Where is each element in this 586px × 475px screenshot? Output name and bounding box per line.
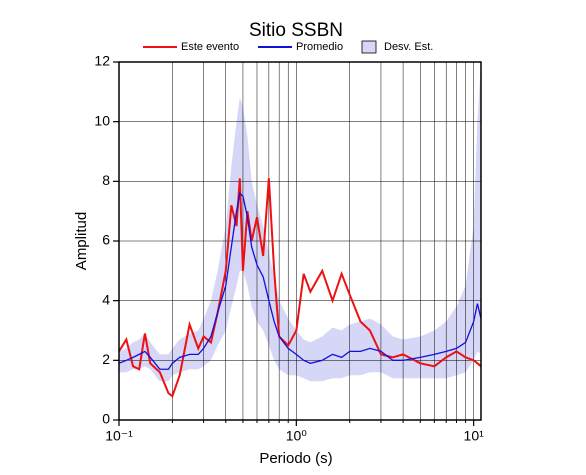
y-tick-label: 12 bbox=[94, 53, 110, 69]
legend-label: Este evento bbox=[181, 41, 239, 53]
y-tick-label: 4 bbox=[102, 291, 110, 307]
std-band bbox=[119, 62, 481, 382]
legend-label: Desv. Est. bbox=[384, 41, 433, 53]
series-line bbox=[118, 191, 482, 370]
y-tick-label: 2 bbox=[102, 351, 110, 367]
x-tick-label: 10⁰ bbox=[286, 428, 308, 444]
chart-title: Sitio SSBN bbox=[249, 20, 343, 41]
y-tick-label: 6 bbox=[102, 232, 110, 248]
legend-label: Promedio bbox=[296, 41, 343, 53]
series-line bbox=[118, 178, 482, 398]
x-axis-label: Periodo (s) bbox=[259, 450, 332, 467]
legend-swatch bbox=[361, 40, 377, 54]
y-tick-label: 0 bbox=[102, 411, 110, 427]
y-axis-label: Amplitud bbox=[73, 212, 90, 270]
y-tick-label: 8 bbox=[102, 172, 110, 188]
x-tick-label: 10¹ bbox=[464, 428, 485, 444]
x-tick-label: 10⁻¹ bbox=[105, 428, 133, 444]
y-tick-label: 10 bbox=[94, 112, 110, 128]
